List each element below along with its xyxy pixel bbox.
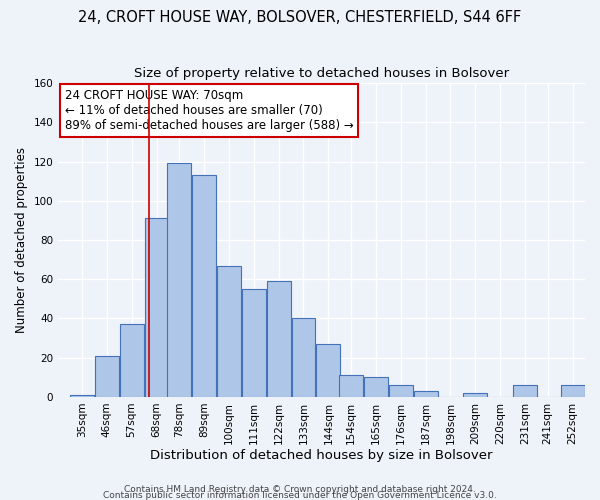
Bar	[413, 391, 437, 397]
Bar	[167, 164, 191, 397]
Y-axis label: Number of detached properties: Number of detached properties	[15, 147, 28, 333]
Bar	[560, 385, 584, 397]
Bar	[389, 385, 413, 397]
Text: 24 CROFT HOUSE WAY: 70sqm
← 11% of detached houses are smaller (70)
89% of semi-: 24 CROFT HOUSE WAY: 70sqm ← 11% of detac…	[65, 89, 353, 132]
Bar	[119, 324, 143, 397]
Bar	[145, 218, 169, 397]
Text: Contains HM Land Registry data © Crown copyright and database right 2024.: Contains HM Land Registry data © Crown c…	[124, 485, 476, 494]
Bar	[364, 378, 388, 397]
Bar	[292, 318, 316, 397]
Bar	[70, 395, 94, 397]
Bar	[316, 344, 340, 397]
Bar	[513, 385, 537, 397]
Bar	[266, 281, 290, 397]
Title: Size of property relative to detached houses in Bolsover: Size of property relative to detached ho…	[134, 68, 509, 80]
Bar	[192, 176, 216, 397]
Bar	[242, 289, 266, 397]
Bar	[463, 393, 487, 397]
Text: Contains public sector information licensed under the Open Government Licence v3: Contains public sector information licen…	[103, 490, 497, 500]
Bar	[95, 356, 119, 397]
Bar	[217, 266, 241, 397]
Text: 24, CROFT HOUSE WAY, BOLSOVER, CHESTERFIELD, S44 6FF: 24, CROFT HOUSE WAY, BOLSOVER, CHESTERFI…	[79, 10, 521, 25]
Bar	[339, 376, 363, 397]
X-axis label: Distribution of detached houses by size in Bolsover: Distribution of detached houses by size …	[151, 450, 493, 462]
